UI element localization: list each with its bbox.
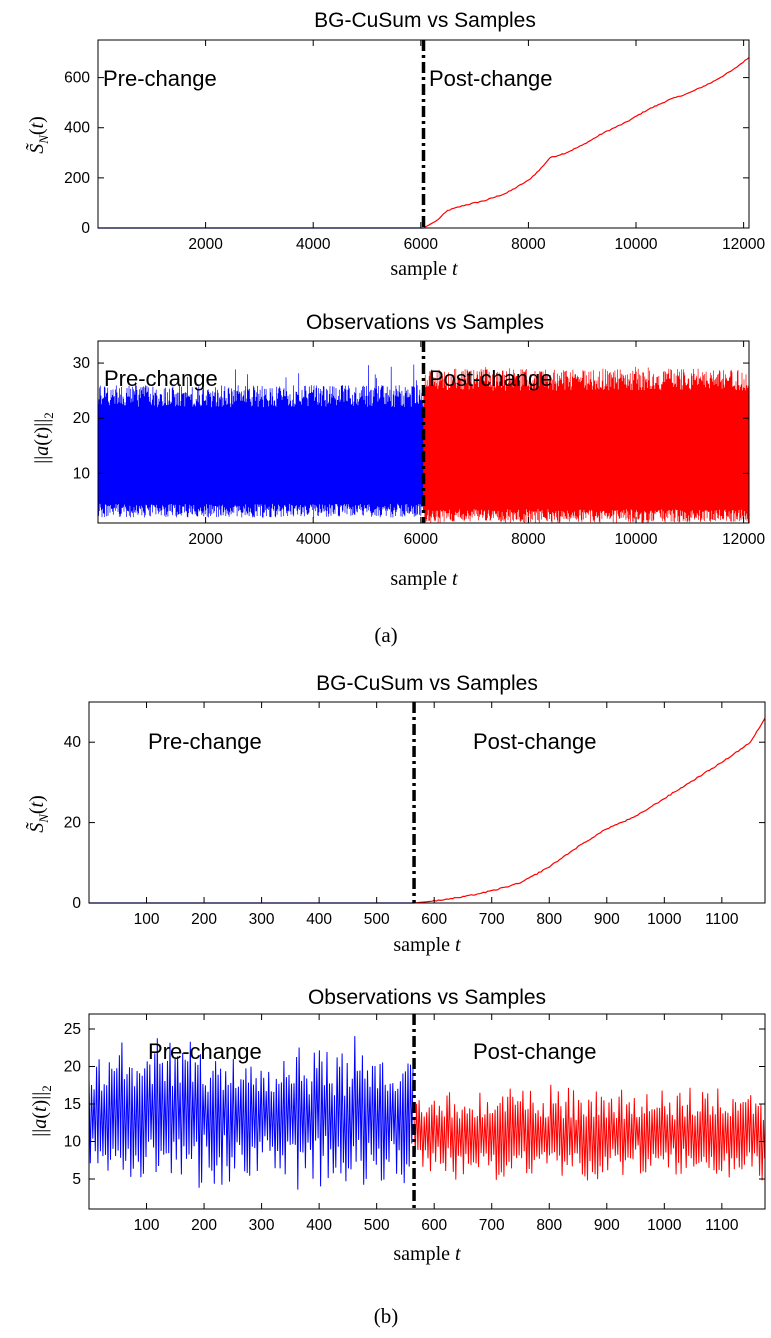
y-tick-label: 600 [64, 70, 90, 87]
chart-title: BG-CuSum vs Samples [314, 9, 536, 32]
y-tick-label: 0 [72, 895, 81, 912]
series-line [414, 717, 766, 904]
x-tick-label: 400 [306, 1217, 332, 1234]
y-tick-label: 200 [64, 170, 90, 187]
x-tick-label: 1000 [647, 1217, 682, 1234]
x-tick-label: 1000 [647, 911, 682, 928]
x-tick-label: 700 [479, 1217, 505, 1234]
axes-box [97, 39, 750, 229]
x-axis-label: sample t [393, 934, 461, 956]
chart-title: BG-CuSum vs Samples [316, 672, 538, 695]
series-line [423, 366, 750, 523]
pre-change-label: Pre-change [103, 66, 217, 91]
x-tick-label: 600 [421, 1217, 447, 1234]
y-tick-label: 10 [64, 1134, 82, 1151]
pre-change-label: Pre-change [104, 366, 218, 391]
x-tick-label: 800 [536, 1217, 562, 1234]
x-tick-label: 300 [249, 1217, 275, 1234]
y-axis-label: S̃N(t) [25, 116, 51, 154]
y-axis-label: ||a(t)||2 [31, 412, 56, 463]
x-tick-label: 200 [191, 1217, 217, 1234]
y-tick-label: 20 [64, 1059, 82, 1076]
chart-b-cusum: BG-CuSum vs Samples 100 200 300 400 500 600 70… [25, 672, 766, 956]
series-line [413, 1084, 766, 1181]
plot-area: 100 200 300 400 500 600 700 800 900 1000 1100 0 20 40 [64, 701, 766, 928]
y-tick-label: 20 [64, 815, 82, 832]
post-change-label: Post-change [429, 66, 553, 91]
chart-b-observations: Observations vs Samples 100 200 300 400 500 6… [29, 986, 766, 1265]
x-tick-label: 900 [594, 1217, 620, 1234]
x-tick-label: 200 [191, 911, 217, 928]
chart-a-observations: Observations vs Samples 2000 4000 6000 8000… [31, 311, 766, 590]
y-tick-label: 25 [64, 1021, 81, 1038]
x-axis-label: sample t [390, 258, 458, 280]
y-tick-label: 30 [73, 355, 91, 372]
x-tick-label: 400 [306, 911, 332, 928]
x-tick-label: 6000 [404, 236, 439, 253]
caption-a: (a) [374, 623, 397, 647]
x-tick-label: 2000 [188, 236, 223, 253]
y-tick-label: 15 [64, 1096, 81, 1113]
y-tick-label: 400 [64, 120, 90, 137]
x-tick-label: 100 [134, 911, 160, 928]
post-change-label: Post-change [473, 1039, 597, 1064]
y-tick-label: 10 [73, 465, 91, 482]
chart-title: Observations vs Samples [308, 986, 546, 1009]
x-tick-label: 10000 [614, 531, 657, 548]
axes-box [88, 701, 766, 904]
x-tick-label: 1100 [705, 1217, 739, 1234]
x-tick-label: 10000 [614, 236, 657, 253]
x-axis-label: sample t [393, 1243, 461, 1265]
post-change-label: Post-change [429, 366, 553, 391]
chart-a-cusum: BG-CuSum vs Samples 2000 4000 6000 8000 1000… [25, 9, 766, 280]
x-tick-label: 12000 [722, 531, 765, 548]
series-line [97, 364, 424, 518]
plot-area: 2000 4000 6000 8000 10000 12000 10 20 30 [73, 340, 766, 548]
post-change-label: Post-change [473, 729, 597, 754]
y-tick-label: 40 [64, 734, 82, 751]
x-axis-label: sample t [390, 568, 458, 590]
x-tick-label: 8000 [511, 236, 546, 253]
plot-area: 100 200 300 400 500 600 700 800 900 1000 1100 5 10 15… [64, 1013, 766, 1234]
x-tick-label: 4000 [296, 531, 331, 548]
y-tick-label: 0 [81, 220, 90, 237]
y-tick-label: 5 [72, 1171, 81, 1188]
pre-change-label: Pre-change [148, 1039, 262, 1064]
x-tick-label: 8000 [511, 531, 546, 548]
plot-area: 2000 4000 6000 8000 10000 12000 0 200 400 600 [64, 39, 766, 253]
chart-title: Observations vs Samples [306, 311, 544, 334]
x-tick-label: 300 [249, 911, 275, 928]
x-tick-label: 500 [364, 1217, 390, 1234]
axes-box [97, 340, 750, 524]
caption-b: (b) [374, 1304, 399, 1328]
y-tick-label: 20 [73, 410, 91, 427]
series-line [423, 57, 750, 229]
x-tick-label: 500 [364, 911, 390, 928]
y-axis-label: S̃N(t) [25, 795, 51, 833]
x-tick-label: 600 [421, 911, 447, 928]
x-tick-label: 800 [536, 911, 562, 928]
x-tick-label: 700 [479, 911, 505, 928]
axes-box [88, 1013, 766, 1210]
x-tick-label: 2000 [188, 531, 223, 548]
x-tick-label: 6000 [404, 531, 439, 548]
x-tick-label: 12000 [722, 236, 765, 253]
pre-change-label: Pre-change [148, 729, 262, 754]
x-tick-label: 900 [594, 911, 620, 928]
series-line [88, 1036, 414, 1190]
y-axis-label: ||a(t)||2 [29, 1085, 54, 1136]
x-tick-label: 100 [134, 1217, 160, 1234]
x-tick-label: 4000 [296, 236, 331, 253]
x-tick-label: 1100 [705, 911, 739, 928]
